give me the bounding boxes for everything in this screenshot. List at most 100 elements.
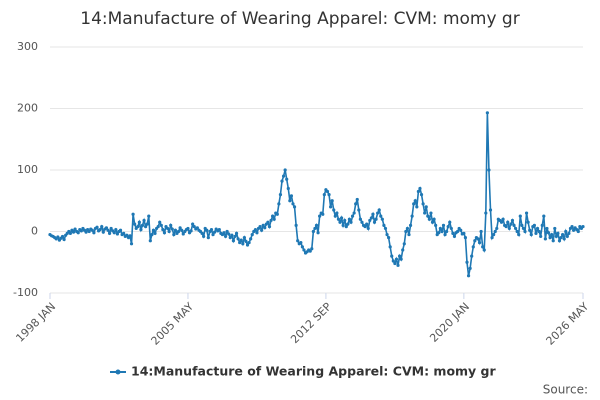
point — [426, 214, 430, 218]
point — [545, 226, 549, 231]
point — [109, 226, 113, 231]
point — [271, 214, 275, 218]
point — [357, 208, 361, 212]
point — [372, 220, 377, 224]
point — [128, 234, 132, 238]
point — [231, 239, 236, 243]
point — [191, 222, 195, 226]
point — [336, 217, 341, 221]
point — [165, 226, 170, 231]
point — [495, 226, 499, 231]
point — [162, 231, 167, 235]
point — [462, 231, 466, 235]
point — [484, 211, 488, 215]
point — [510, 218, 515, 223]
point — [437, 231, 441, 235]
point — [542, 214, 546, 218]
point — [294, 223, 298, 227]
point — [520, 223, 524, 227]
point — [499, 220, 504, 224]
point — [479, 229, 483, 234]
point — [399, 257, 403, 261]
point — [125, 233, 129, 237]
point — [402, 242, 406, 246]
point — [222, 231, 226, 235]
point — [87, 229, 91, 234]
chart-title: 14:Manufacture of Wearing Apparel: CVM: … — [80, 9, 519, 29]
x-tick-label: 2005 MAY — [149, 300, 197, 348]
point — [234, 231, 239, 235]
point — [376, 211, 380, 215]
point — [515, 229, 519, 234]
point — [335, 211, 339, 215]
point — [189, 229, 193, 233]
point — [283, 168, 287, 172]
point — [272, 217, 276, 221]
point — [477, 240, 482, 245]
point — [236, 237, 240, 241]
point — [382, 223, 386, 227]
x-tick-label: 2020 JAN — [427, 300, 472, 345]
point — [380, 217, 384, 221]
point — [84, 230, 88, 234]
point — [363, 224, 367, 229]
point — [314, 223, 319, 227]
point — [567, 231, 571, 235]
point — [258, 224, 262, 229]
point — [79, 229, 83, 233]
point — [104, 226, 109, 230]
point — [145, 222, 149, 226]
point — [107, 231, 112, 235]
point — [410, 214, 414, 218]
point — [443, 232, 447, 237]
point — [350, 214, 355, 218]
point — [292, 205, 297, 209]
point — [343, 218, 347, 223]
point — [546, 231, 551, 235]
point — [247, 240, 251, 245]
point — [463, 236, 468, 240]
point — [535, 226, 540, 231]
point — [557, 239, 562, 243]
point — [407, 232, 411, 237]
point — [526, 220, 530, 224]
point — [518, 214, 522, 218]
point — [209, 228, 214, 232]
y-tick-label: 200 — [17, 102, 38, 115]
point — [106, 228, 110, 232]
point — [385, 232, 389, 237]
point — [289, 194, 294, 198]
point — [275, 212, 279, 216]
point — [327, 193, 331, 197]
point — [71, 230, 76, 234]
point — [172, 232, 176, 237]
point — [487, 168, 491, 172]
point — [136, 224, 140, 229]
point — [98, 228, 102, 232]
point — [250, 232, 254, 237]
point — [140, 223, 145, 227]
point — [310, 247, 314, 251]
point — [169, 223, 173, 227]
point — [430, 220, 435, 224]
point — [413, 199, 417, 203]
point — [277, 202, 281, 206]
point — [387, 236, 391, 240]
point — [150, 232, 154, 237]
point — [581, 224, 585, 229]
point — [330, 199, 334, 203]
point — [492, 232, 496, 237]
point — [446, 224, 450, 229]
point — [321, 212, 325, 216]
point — [122, 231, 126, 235]
point — [562, 237, 566, 241]
point — [311, 229, 315, 234]
point — [358, 217, 362, 221]
point — [325, 189, 330, 194]
point — [211, 232, 215, 237]
point — [429, 211, 433, 215]
point — [192, 224, 196, 229]
point — [60, 234, 65, 239]
point — [347, 217, 352, 221]
point — [244, 239, 248, 243]
